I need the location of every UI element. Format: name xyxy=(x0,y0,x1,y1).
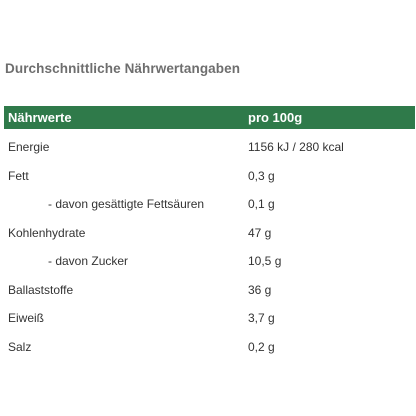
header-name: Nährwerte xyxy=(8,110,72,125)
table-row-salz: Salz 0,2 g xyxy=(4,330,415,359)
header-value: pro 100g xyxy=(248,110,303,125)
nutrient-value: 3,7 g xyxy=(248,311,275,325)
nutrient-value: 47 g xyxy=(248,225,272,240)
table-row-energie: Energie 1156 kJ / 280 kcal xyxy=(4,130,415,159)
nutrient-name: Energie xyxy=(8,140,50,154)
nutrient-name: Salz xyxy=(8,339,32,354)
table-row-ballaststoffe: Ballaststoffe 36 g xyxy=(4,273,415,302)
table-row-eiweiss: Eiweiß 3,7 g xyxy=(4,301,415,330)
nutrient-name: Kohlenhydrate xyxy=(8,225,86,240)
nutrient-value: 0,1 g xyxy=(248,197,275,211)
table-row-kohlenhydrate: Kohlenhydrate 47 g xyxy=(4,216,415,245)
nutrient-value: 1156 kJ / 280 kcal xyxy=(248,140,344,154)
nutrient-name: Ballaststoffe xyxy=(8,282,74,297)
nutrient-name: Eiweiß xyxy=(8,311,45,325)
nutrient-value: 36 g xyxy=(248,282,272,297)
nutrition-table: Nährwerte pro 100g Energie 1156 kJ / 280… xyxy=(4,106,415,358)
nutrient-name: - davon gesättigte Fettsäuren xyxy=(48,197,205,211)
nutrient-name: - davon Zucker xyxy=(48,254,129,268)
nutrient-value: 10,5 g xyxy=(248,254,282,268)
section-title: Durchschnittliche Nährwertangaben xyxy=(5,61,241,76)
table-row-gesaettigte-fettsaeuren: - davon gesättigte Fettsäuren 0,1 g xyxy=(4,187,415,216)
table-row-fett: Fett 0,3 g xyxy=(4,159,415,188)
nutrient-value: 0,2 g xyxy=(248,339,275,354)
nutrient-value: 0,3 g xyxy=(248,168,275,183)
nutrient-name: Fett xyxy=(8,168,29,183)
table-row-zucker: - davon Zucker 10,5 g xyxy=(4,244,415,273)
table-header: Nährwerte pro 100g xyxy=(4,106,415,129)
table-body: Energie 1156 kJ / 280 kcal Fett 0,3 g - … xyxy=(4,129,415,358)
